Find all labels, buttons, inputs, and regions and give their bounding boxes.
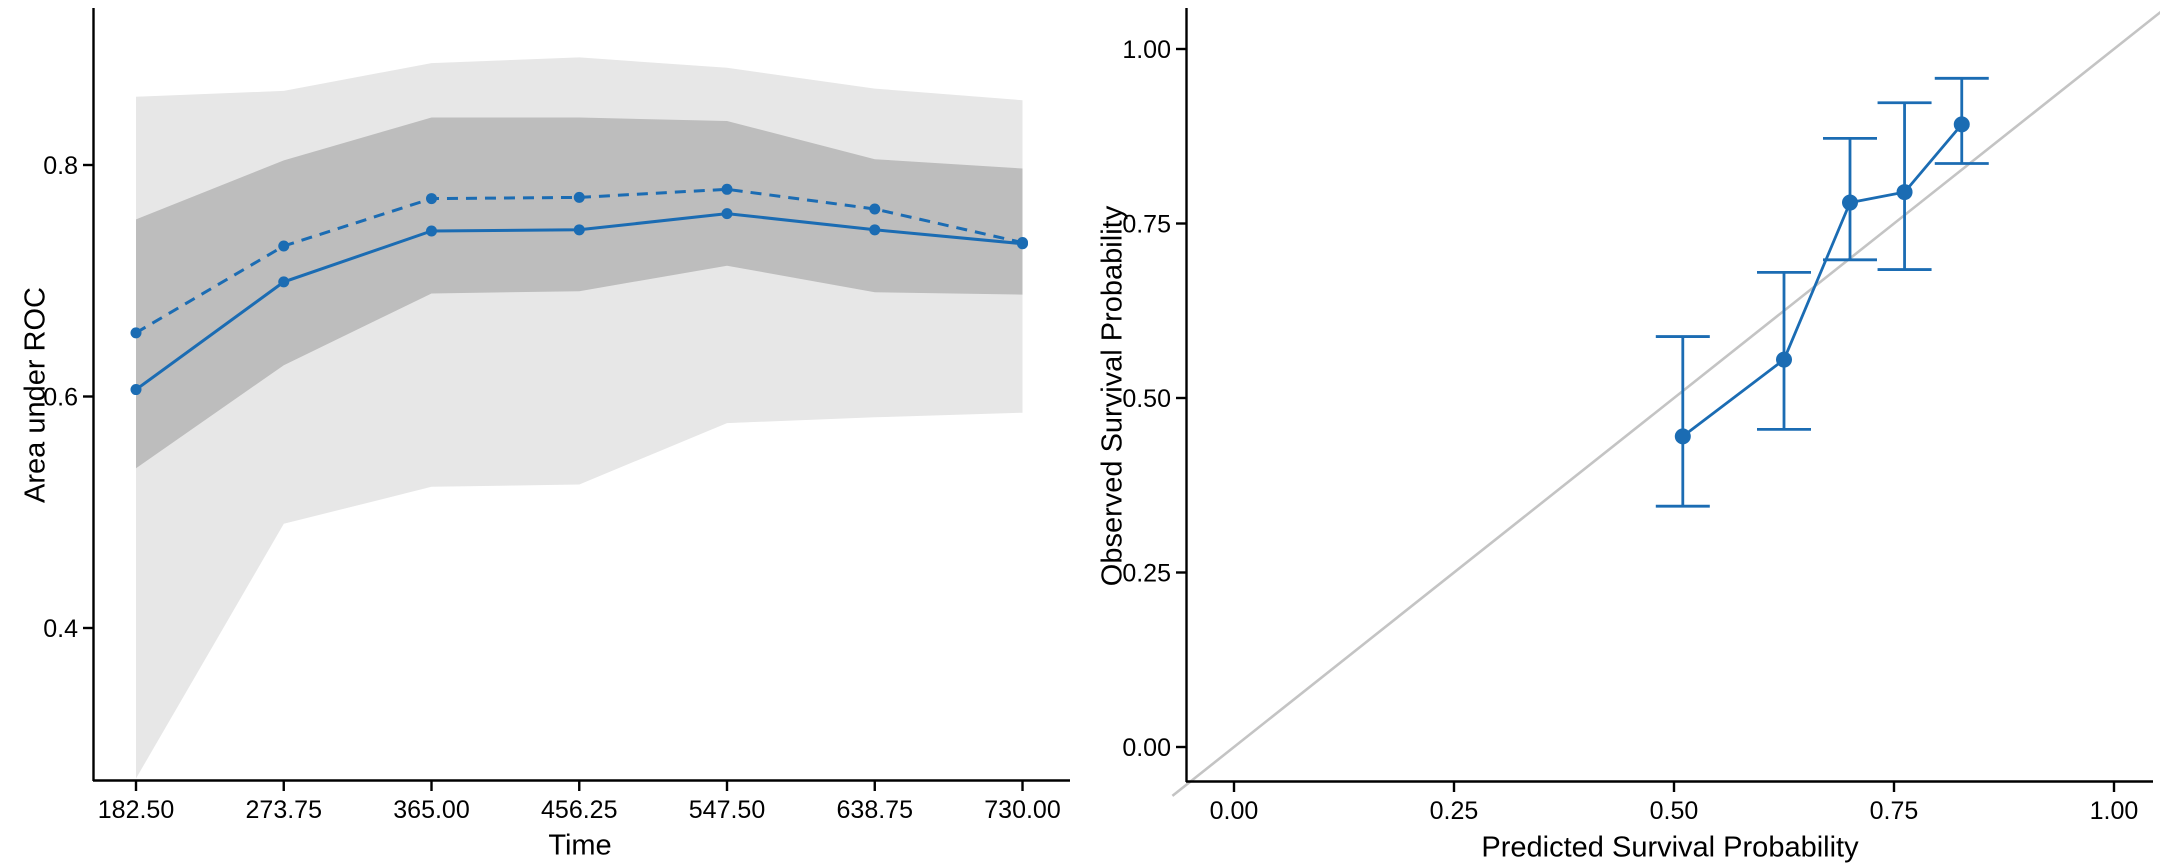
left-y-axis-title: Area under ROC <box>19 287 52 503</box>
left-y-tick-label: 0.4 <box>43 615 78 643</box>
calibration-point <box>1776 351 1792 368</box>
left-y-tick-label: 0.6 <box>43 384 78 412</box>
left-x-tick-label: 273.75 <box>246 796 322 824</box>
identity-reference-line <box>1171 10 2160 797</box>
right-y-tick-label: 1.00 <box>1122 36 1171 64</box>
left-x-tick-label: 365.00 <box>393 796 469 824</box>
right-y-tick-label: 0.75 <box>1122 211 1171 239</box>
left-x-axis-title: Time <box>548 829 612 862</box>
auc-solid-point <box>721 208 733 220</box>
left-x-tick-label: 730.00 <box>984 796 1060 824</box>
right-x-tick-label: 1.00 <box>2090 797 2139 825</box>
right-axes <box>1176 8 2153 792</box>
right-x-tick-label: 0.25 <box>1430 797 1479 825</box>
auc-solid-point <box>869 224 881 236</box>
right-y-tick-label: 0.00 <box>1122 734 1171 762</box>
auc-solid-point <box>426 225 438 237</box>
auc-dashed-point <box>573 191 585 203</box>
left-x-tick-label: 456.25 <box>541 796 617 824</box>
right-y-tick-label: 0.50 <box>1122 385 1171 413</box>
error-bar <box>1655 335 1710 508</box>
left-axes <box>83 8 1070 791</box>
right-y-tick-label: 0.25 <box>1122 560 1171 588</box>
left-x-tick-label: 182.50 <box>98 796 174 824</box>
right-y-axis-title: Observed Survival Probability <box>1096 205 1129 587</box>
auc-over-time-panel: 0.4 0.6 0.8 182.50 273.75 365.00 456.25 547.50 6… <box>19 8 1070 862</box>
right-x-axis-title: Predicted Survival Probability <box>1481 831 1859 864</box>
calibration-chart: 0.00 0.25 0.50 0.75 1.00 0.00 0.25 0.50 0.75 1.00 <box>1122 8 2160 825</box>
auc-dashed-point <box>721 183 733 195</box>
auc-over-time-chart: 0.4 0.6 0.8 182.50 273.75 365.00 456.25 547.50 6… <box>43 8 1070 824</box>
left-y-tick-label: 0.8 <box>43 152 78 180</box>
right-x-tick-label: 0.75 <box>1870 797 1919 825</box>
calibration-point <box>1842 194 1858 211</box>
calibration-point <box>1953 116 1970 133</box>
auc-dashed-points <box>130 183 1029 339</box>
error-bars <box>1655 76 1989 508</box>
left-x-tick-label: 547.50 <box>689 796 765 824</box>
auc-dashed-point <box>426 193 438 205</box>
auc-solid-point <box>1017 238 1029 250</box>
auc-solid-point <box>278 276 290 288</box>
auc-solid-points <box>130 208 1029 396</box>
calibration-points <box>1674 116 1970 445</box>
auc-dashed-point <box>869 203 881 215</box>
auc-dashed-point <box>130 327 142 339</box>
auc-solid-point <box>573 224 585 236</box>
left-x-tick-label: 638.75 <box>837 796 913 824</box>
auc-dashed-point <box>278 240 290 252</box>
calibration-panel: 0.00 0.25 0.50 0.75 1.00 0.00 0.25 0.50 0.75 1.00… <box>1080 0 2160 864</box>
confidence-inner-band <box>136 117 1023 469</box>
calibration-point <box>1896 184 1913 201</box>
error-bar <box>1757 270 1811 431</box>
right-x-tick-label: 0.00 <box>1210 797 1259 825</box>
calibration-point <box>1674 428 1691 445</box>
right-x-tick-label: 0.50 <box>1650 797 1699 825</box>
auc-solid-point <box>130 384 142 396</box>
